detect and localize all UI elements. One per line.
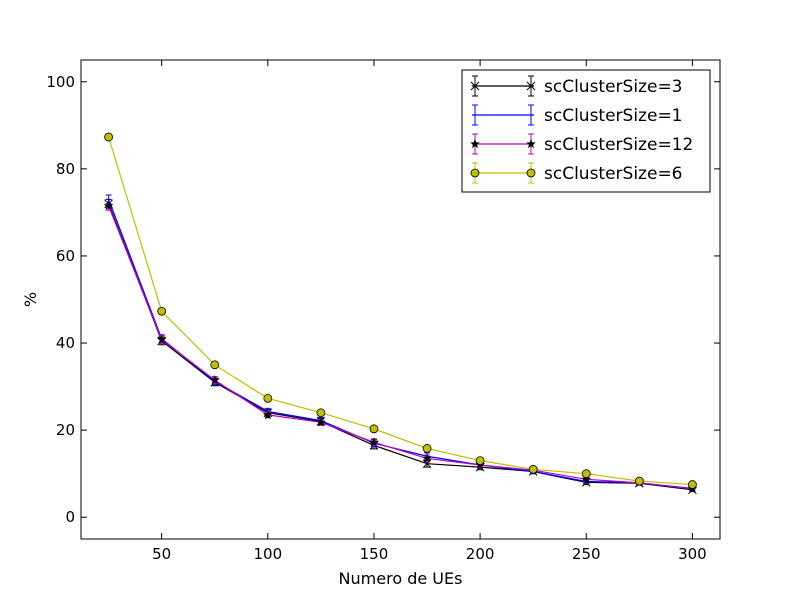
x-tick-label: 250 — [572, 545, 601, 563]
data-point — [157, 306, 167, 316]
series-line — [108, 205, 693, 490]
data-point — [369, 437, 379, 447]
data-point — [209, 375, 220, 385]
data-point — [104, 132, 113, 142]
data-point — [263, 393, 273, 403]
legend: scClusterSize=3 scClusterSize=1 scClusterS… — [461, 69, 711, 193]
data-point — [316, 417, 326, 427]
legend-label: scClusterSize=6 — [544, 164, 683, 184]
legend-marker — [470, 81, 480, 91]
data-point — [688, 480, 697, 489]
data-point — [369, 424, 379, 434]
series-line — [108, 199, 693, 490]
legend-marker — [470, 168, 480, 178]
series-layer — [103, 132, 698, 495]
data-point — [316, 408, 326, 418]
data-point — [103, 200, 114, 210]
data-point — [634, 476, 644, 486]
x-tick-label: 150 — [360, 545, 389, 563]
y-tick-label: 60 — [56, 247, 75, 265]
data-point — [581, 469, 591, 479]
data-point — [475, 456, 485, 466]
y-tick-label: 0 — [65, 508, 75, 526]
x-tick-label: 300 — [678, 545, 707, 563]
x-tick-label: 50 — [152, 545, 171, 563]
x-axis-label: Numero de UEs — [339, 569, 463, 588]
legend-marker — [526, 138, 536, 149]
data-point — [263, 409, 273, 419]
y-tick-label: 100 — [46, 73, 75, 91]
legend-label: scClusterSize=1 — [544, 106, 683, 126]
legend-marker — [526, 168, 536, 178]
legend-marker — [470, 138, 480, 149]
series-line — [108, 203, 693, 491]
legend-marker — [526, 81, 536, 91]
x-tick-label: 100 — [253, 545, 282, 563]
data-point — [422, 453, 432, 463]
series-line — [108, 136, 693, 486]
y-tick-label: 80 — [56, 160, 75, 178]
legend-box — [461, 69, 711, 193]
data-point — [422, 459, 432, 469]
data-point — [422, 444, 432, 453]
series-3 — [104, 132, 697, 489]
legend-label: scClusterSize=3 — [544, 77, 683, 97]
y-tick-label: 40 — [56, 334, 75, 352]
data-point — [210, 360, 220, 370]
data-point — [156, 334, 167, 344]
legend-label: scClusterSize=12 — [544, 135, 693, 155]
y-axis-label: % — [21, 292, 40, 307]
data-point — [528, 464, 538, 474]
y-tick-label: 20 — [56, 421, 75, 439]
axis-ticks: 50 100 150 200 250 300 0 20 40 60 80 100 — [46, 60, 720, 563]
plot-frame — [80, 59, 721, 540]
x-tick-label: 200 — [466, 545, 495, 563]
data-point — [581, 474, 592, 484]
